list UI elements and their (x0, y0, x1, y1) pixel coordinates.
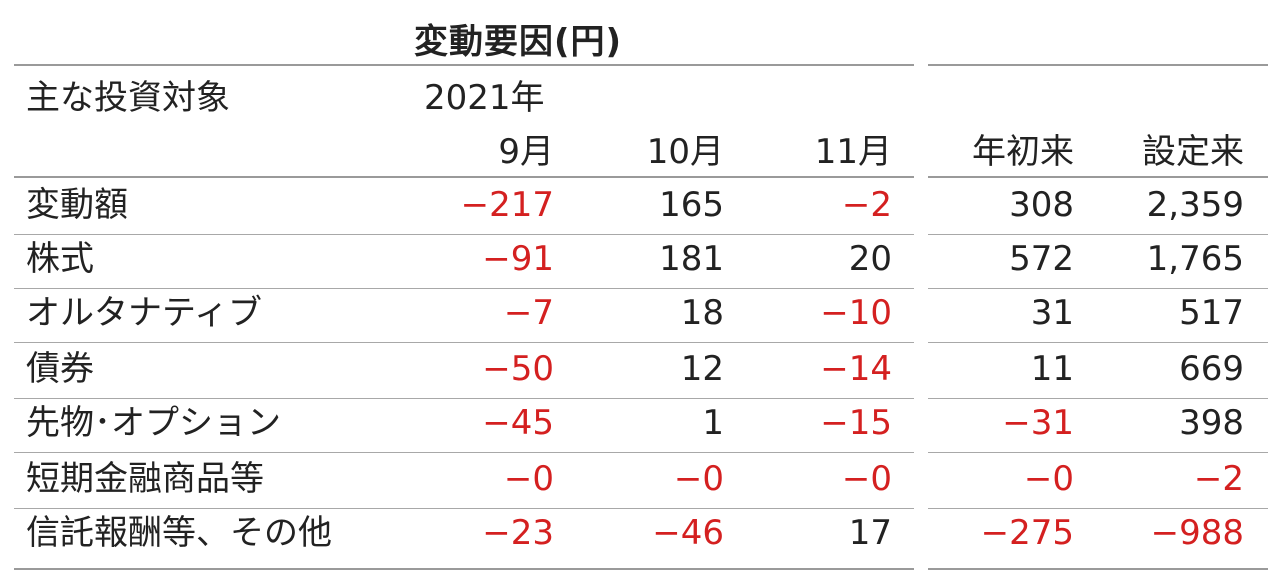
row-value-m10: 18 (680, 293, 724, 333)
row-value-m9: −91 (482, 239, 554, 279)
row-value-m9: −50 (482, 349, 554, 389)
row-label: 債券 (26, 349, 94, 389)
row-value-m11: −15 (820, 403, 892, 443)
row-value-since-inception: 398 (1179, 403, 1244, 443)
row-value-since-inception: 2,359 (1146, 185, 1244, 225)
row-value-ytd: −275 (980, 513, 1074, 553)
row-value-m10: 181 (659, 239, 724, 279)
row-rule-right (928, 452, 1268, 453)
row-rule-left (14, 398, 914, 399)
header-month-9: 9月 (498, 132, 554, 172)
row-value-m9: −0 (503, 459, 554, 499)
row-value-ytd: −0 (1023, 459, 1074, 499)
row-label: 株式 (26, 239, 94, 279)
row-value-m10: 165 (659, 185, 724, 225)
header-rule-right (928, 176, 1268, 178)
row-rule-right (928, 398, 1268, 399)
row-rule-right (928, 288, 1268, 289)
row-label: 短期金融商品等 (26, 459, 264, 499)
header-ytd: 年初来 (972, 132, 1074, 172)
header-since-inception: 設定来 (1142, 132, 1244, 172)
header-month-11: 11月 (814, 132, 892, 172)
row-rule-right (928, 342, 1268, 343)
row-rule-left (14, 508, 914, 509)
row-label: 変動額 (26, 185, 128, 225)
row-value-since-inception: 1,765 (1146, 239, 1244, 279)
header-month-10: 10月 (646, 132, 724, 172)
table-title: 変動要因(円) (414, 22, 623, 62)
row-value-m11: 17 (848, 513, 892, 553)
row-value-m11: −10 (820, 293, 892, 333)
row-value-m11: 20 (848, 239, 892, 279)
top-rule-right (928, 64, 1268, 66)
row-value-since-inception: 669 (1179, 349, 1244, 389)
row-value-since-inception: −988 (1150, 513, 1244, 553)
row-rule-left (14, 288, 914, 289)
row-value-m9: −23 (482, 513, 554, 553)
row-rule-left (14, 342, 914, 343)
header-rule-left (14, 176, 914, 178)
row-value-m10: 1 (702, 403, 724, 443)
row-value-ytd: 31 (1030, 293, 1074, 333)
row-value-m11: −0 (841, 459, 892, 499)
row-label: 先物･オプション (26, 403, 281, 443)
row-value-ytd: −31 (1002, 403, 1074, 443)
header-label-col: 主な投資対象 (26, 78, 230, 118)
row-value-ytd: 308 (1009, 185, 1074, 225)
row-rule-right (928, 234, 1268, 235)
row-value-m11: −2 (841, 185, 892, 225)
row-value-since-inception: −2 (1193, 459, 1244, 499)
row-rule-left (14, 234, 914, 235)
row-value-ytd: 572 (1009, 239, 1074, 279)
row-value-m10: −46 (652, 513, 724, 553)
row-value-m9: −7 (503, 293, 554, 333)
row-value-m10: 12 (680, 349, 724, 389)
row-value-m9: −217 (460, 185, 554, 225)
row-value-m11: −14 (820, 349, 892, 389)
row-value-m10: −0 (673, 459, 724, 499)
row-rule-left (14, 452, 914, 453)
row-value-since-inception: 517 (1179, 293, 1244, 333)
row-label: オルタナティブ (26, 293, 262, 333)
row-rule-right (928, 508, 1268, 509)
row-label: 信託報酬等、その他 (26, 513, 332, 553)
top-rule-left (14, 64, 914, 66)
row-value-m9: −45 (482, 403, 554, 443)
header-year: 2021年 (424, 78, 545, 118)
row-value-ytd: 11 (1030, 349, 1074, 389)
